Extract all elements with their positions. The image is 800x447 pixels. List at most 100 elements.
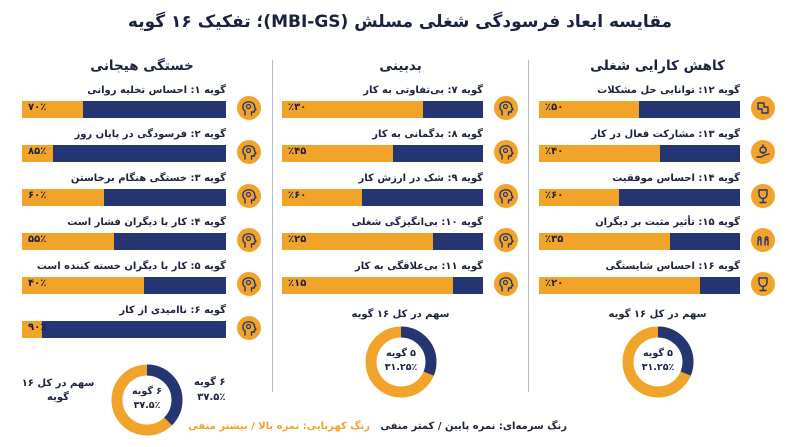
bar-item: گویه ۷: بی‌تفاوتی به کار ٪۳۰: [278, 85, 523, 125]
bar-track: ٪۲۰: [539, 277, 740, 294]
donut-svg: [111, 364, 183, 436]
bar-track: ۷۰٪: [22, 101, 226, 118]
bar-item: گویه ۹: شک در ارزش کار ٪۶۰: [278, 173, 523, 213]
bar-item: گویه ۱۵: تأثیر مثبت بر دیگران ٪۳۵: [535, 217, 780, 257]
bar-value-label: ۶۰٪: [28, 190, 47, 201]
share-side-items: ۶ گویه: [194, 377, 226, 388]
bar-item: گویه ۱: احساس تخلیه روانی ۷۰٪: [18, 85, 266, 125]
bar-segment-low: [619, 189, 740, 206]
bar-item: گویه ۱۰: بی‌انگیزگی شغلی ٪۲۵: [278, 217, 523, 257]
bar-track: ٪۶۰: [539, 189, 740, 206]
bar-value-label: ٪۵۰: [545, 102, 564, 113]
bar-segment-high: ٪۲۵: [282, 233, 433, 250]
bar-track: ۵۵٪: [22, 233, 226, 250]
donut-items-label: ۶ گویه: [132, 386, 162, 397]
column-title: بدبینی: [379, 58, 422, 74]
column-divider: [272, 60, 273, 392]
donut-svg: [622, 326, 694, 398]
bar-label: گویه ۱۱: بی‌علاقگی به کار: [355, 261, 483, 272]
bar-value-label: ۴۰٪: [28, 278, 47, 289]
legend-amber: رنگ کهربایی: نمره بالا / بیشتر منفی: [188, 421, 370, 432]
bar-track: ۸۵٪: [22, 145, 226, 162]
bar-track: ٪۴۵: [282, 145, 483, 162]
bar-segment-low: [104, 189, 226, 206]
column-divider: [528, 60, 529, 392]
bar-label: گویه ۴: کار با دیگران فشار است: [67, 217, 226, 228]
head-neutral-icon: [493, 95, 519, 121]
medal-icon: [750, 183, 776, 209]
bar-segment-high: ٪۱۵: [282, 277, 453, 294]
bar-item: گویه ۱۱: بی‌علاقگی به کار ٪۱۵: [278, 261, 523, 301]
bar-item: گویه ۸: بدگمانی به کار ٪۴۵: [278, 129, 523, 169]
hand-gear-icon: [750, 139, 776, 165]
head-battery-icon: [493, 227, 519, 253]
bar-segment-low: [42, 321, 226, 338]
bar-label: گویه ۸: بدگمانی به کار: [372, 129, 483, 140]
head-brain-icon: [236, 95, 262, 121]
share-side-summary: ۶ گویه ۳۷.۵٪: [194, 377, 226, 403]
bar-track: ٪۵۰: [539, 101, 740, 118]
trophy-icon: [750, 271, 776, 297]
bar-segment-high: ۹۰٪: [22, 321, 46, 338]
bar-segment-high: ۸۵٪: [22, 145, 53, 162]
bar-track: ٪۳۰: [282, 101, 483, 118]
bar-label: گویه ۱۳: مشارکت فعال در کار: [591, 129, 740, 140]
bar-label: گویه ۲: فرسودگی در پایان روز: [74, 129, 226, 140]
bar-segment-high: ۵۵٪: [22, 233, 114, 250]
donut-items-label: ۵ گویه: [643, 348, 673, 359]
donut-items-label: ۵ گویه: [386, 348, 416, 359]
bar-label: گویه ۱۲: توانایی حل مشکلات: [597, 85, 740, 96]
donut-share-slice: [622, 326, 694, 398]
bar-label: گویه ۱۰: بی‌انگیزگی شغلی: [351, 217, 483, 228]
head-question-icon: [493, 139, 519, 165]
bar-segment-high: ٪۶۰: [282, 189, 362, 206]
donut-percent-label: ۳۷.۵٪: [133, 400, 161, 411]
bar-label: گویه ۳: خستگی هنگام برخاستن: [70, 173, 226, 184]
bar-value-label: ٪۳۰: [288, 102, 307, 113]
bar-label: گویه ۶: ناامیدی از کار: [119, 305, 226, 316]
bar-segment-low: [393, 145, 483, 162]
bar-segment-high: ٪۴۰: [539, 145, 660, 162]
bar-track: ٪۶۰: [282, 189, 483, 206]
bar-track: ٪۳۵: [539, 233, 740, 250]
page-title: مقایسه ابعاد فرسودگی شغلی مسلش (MBI-GS)؛…: [127, 12, 673, 32]
bar-value-label: ۵۵٪: [28, 234, 47, 245]
bar-value-label: ٪۴۵: [288, 146, 307, 157]
bar-segment-low: [144, 277, 226, 294]
bar-item: گویه ۶: ناامیدی از کار ۹۰٪: [18, 305, 266, 345]
bar-value-label: ٪۶۰: [288, 190, 307, 201]
bar-label: گویه ۱۵: تأثیر مثبت بر دیگران: [595, 217, 740, 228]
bar-value-label: ۸۵٪: [28, 146, 47, 157]
bar-segment-high: ٪۵۰: [539, 101, 639, 118]
bar-item: گویه ۵: کار با دیگران خسته کننده است ۴۰٪: [18, 261, 266, 301]
bar-segment-low: [700, 277, 740, 294]
bar-segment-low: [433, 233, 483, 250]
bar-segment-high: ۷۰٪: [22, 101, 83, 118]
bar-item: گویه ۴: کار با دیگران فشار است ۵۵٪: [18, 217, 266, 257]
donut-share-slice: [111, 364, 183, 436]
head-target-icon: [236, 315, 262, 341]
column-title: کاهش کارایی شغلی: [590, 58, 725, 74]
share-caption: سهم در کل ۱۶ گویه: [351, 309, 450, 320]
bar-track: ۹۰٪: [22, 321, 226, 338]
bar-value-label: ۷۰٪: [28, 102, 47, 113]
bar-label: گویه ۹: شک در ارزش کار: [358, 173, 483, 184]
donut-percent-label: ۳۱.۲۵٪: [641, 362, 675, 373]
bar-label: گویه ۱۴: احساس موفقیت: [612, 173, 740, 184]
bar-segment-high: ٪۲۰: [539, 277, 700, 294]
bar-segment-high: ۴۰٪: [22, 277, 144, 294]
share-caption: سهم در کل ۱۶ گویه: [608, 309, 707, 320]
bar-segment-high: ٪۴۵: [282, 145, 393, 162]
bar-item: گویه ۱۲: توانایی حل مشکلات ٪۵۰: [535, 85, 780, 125]
share-donut: ۶ گویه ۳۷.۵٪: [110, 363, 184, 437]
bar-value-label: ٪۴۰: [545, 146, 564, 157]
bar-segment-low: [83, 101, 226, 118]
bar-value-label: ٪۲۰: [545, 278, 564, 289]
share-caption: سهم در کل ۱۶ گویه: [21, 378, 95, 403]
bar-segment-low: [114, 233, 226, 250]
bar-track: ٪۱۵: [282, 277, 483, 294]
head-puzzle-icon: [236, 271, 262, 297]
bar-track: ۶۰٪: [22, 189, 226, 206]
bar-label: گویه ۵: کار با دیگران خسته کننده است: [36, 261, 226, 272]
head-doubt-icon: [493, 183, 519, 209]
